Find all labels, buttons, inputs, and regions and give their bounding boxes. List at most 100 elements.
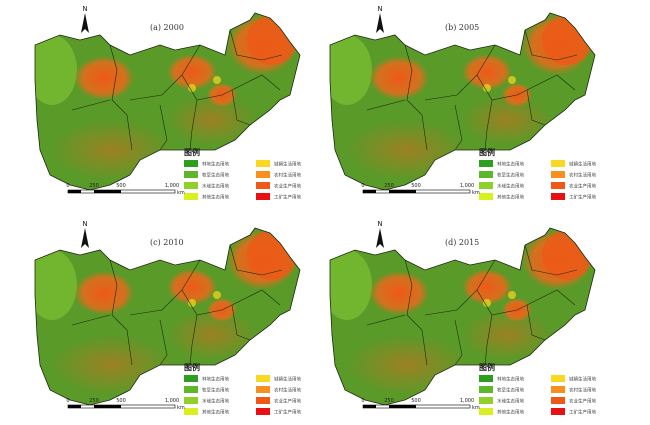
scale-bar: 0 250 500 1,000 km [361, 398, 479, 411]
legend-swatch [479, 375, 493, 382]
svg-text:km: km [472, 190, 480, 196]
map-panel: N (d) 2015 图例 林地生态用地 牧草生态用地 水域生态用地 其他生态用地 城镇… [327, 215, 627, 425]
north-label: N [377, 5, 382, 13]
legend-label: 农村生活用地 [274, 172, 301, 179]
svg-text:km: km [177, 405, 185, 411]
svg-text:250: 250 [89, 398, 99, 404]
legend-swatch [184, 160, 198, 167]
scale-bar: 0 250 500 1,000 km [361, 183, 479, 196]
svg-text:km: km [472, 405, 480, 411]
svg-text:1,000: 1,000 [460, 398, 474, 404]
legend-label: 城镇生活用地 [274, 376, 301, 383]
legend-label: 其他生态用地 [497, 194, 524, 201]
legend-label: 工矿生产用地 [569, 194, 596, 201]
legend-label: 林地生态用地 [497, 161, 524, 168]
panel-title: (c) 2010 [150, 238, 184, 247]
svg-text:250: 250 [89, 183, 99, 189]
legend-swatch [551, 408, 565, 415]
legend-label: 林地生态用地 [202, 376, 229, 383]
legend-swatch [256, 171, 270, 178]
land-use-map [329, 227, 596, 406]
svg-text:250: 250 [384, 183, 394, 189]
svg-text:500: 500 [411, 183, 421, 189]
svg-text:500: 500 [116, 398, 126, 404]
legend-swatch [551, 397, 565, 404]
svg-text:km: km [177, 190, 185, 196]
legend-label: 水域生态用地 [497, 183, 524, 190]
legend-label: 水域生态用地 [497, 398, 524, 405]
land-use-map [34, 227, 301, 406]
legend-swatch [184, 386, 198, 393]
legend-label: 农村生活用地 [274, 387, 301, 394]
north-label: N [82, 220, 87, 228]
legend-label: 牧草生态用地 [497, 387, 524, 394]
legend-label: 城镇生活用地 [569, 376, 596, 383]
legend-title: 图例 [479, 147, 495, 157]
legend-label: 水域生态用地 [202, 183, 229, 190]
north-arrow: N [376, 5, 384, 33]
legend-swatch [184, 375, 198, 382]
svg-text:1,000: 1,000 [460, 183, 474, 189]
svg-text:500: 500 [116, 183, 126, 189]
legend-swatch [479, 160, 493, 167]
legend-swatch [479, 182, 493, 189]
svg-text:1,000: 1,000 [165, 398, 179, 404]
legend-label: 农业生产用地 [569, 398, 596, 405]
legend-swatch [551, 171, 565, 178]
svg-text:0: 0 [361, 183, 364, 189]
legend-label: 其他生态用地 [497, 409, 524, 416]
legend-label: 林地生态用地 [202, 161, 229, 168]
legend-swatch [256, 193, 270, 200]
svg-text:500: 500 [411, 398, 421, 404]
legend-swatch [479, 193, 493, 200]
legend-swatch [184, 408, 198, 415]
legend-swatch [551, 375, 565, 382]
scale-bar: 0 250 500 1,000 km [66, 398, 184, 411]
legend-title: 图例 [184, 147, 200, 157]
svg-text:0: 0 [361, 398, 364, 404]
legend-label: 工矿生产用地 [274, 409, 301, 416]
legend-swatch [256, 375, 270, 382]
legend-label: 农村生活用地 [569, 172, 596, 179]
legend-label: 农村生活用地 [569, 387, 596, 394]
panel-title: (d) 2015 [445, 238, 479, 247]
scale-bar: 0 250 500 1,000 km [66, 183, 184, 196]
legend-label: 牧草生态用地 [497, 172, 524, 179]
legend-swatch [184, 171, 198, 178]
panel-title: (a) 2000 [150, 23, 184, 32]
north-arrow: N [81, 5, 89, 33]
svg-text:250: 250 [384, 398, 394, 404]
legend-label: 水域生态用地 [202, 398, 229, 405]
legend-label: 牧草生态用地 [202, 387, 229, 394]
legend-label: 城镇生活用地 [569, 161, 596, 168]
svg-text:1,000: 1,000 [165, 183, 179, 189]
legend-swatch [479, 171, 493, 178]
legend-label: 工矿生产用地 [569, 409, 596, 416]
svg-text:0: 0 [66, 398, 69, 404]
legend-label: 牧草生态用地 [202, 172, 229, 179]
legend-swatch [256, 160, 270, 167]
legend-swatch [256, 397, 270, 404]
legend-label: 农业生产用地 [274, 183, 301, 190]
legend-swatch [184, 182, 198, 189]
north-label: N [377, 220, 382, 228]
legend-label: 农业生产用地 [274, 398, 301, 405]
legend-title: 图例 [479, 362, 495, 372]
legend-swatch [551, 182, 565, 189]
panel-title: (b) 2005 [445, 23, 479, 32]
north-arrow: N [376, 220, 384, 248]
legend-swatch [551, 386, 565, 393]
legend-swatch [256, 408, 270, 415]
legend-label: 其他生态用地 [202, 194, 229, 201]
legend-swatch [551, 160, 565, 167]
legend-label: 林地生态用地 [497, 376, 524, 383]
map-panel: N (c) 2010 图例 林地生态用地 牧草生态用地 水域生态用地 其他生态用地 城镇… [32, 215, 332, 425]
legend-swatch [479, 397, 493, 404]
legend-label: 工矿生产用地 [274, 194, 301, 201]
legend-label: 农业生产用地 [569, 183, 596, 190]
legend-swatch [479, 408, 493, 415]
